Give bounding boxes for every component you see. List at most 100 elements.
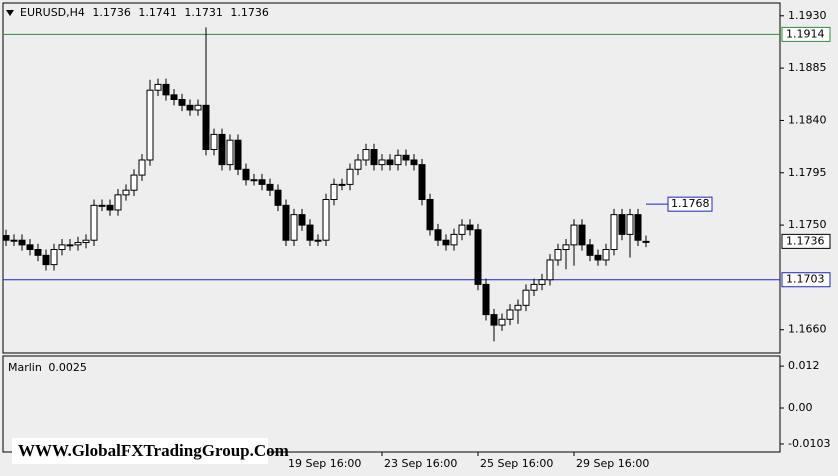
candle-body — [338, 183, 346, 186]
candle-body — [434, 229, 442, 241]
candle-body — [458, 224, 466, 235]
indicator-panel — [2, 355, 781, 453]
candle-body — [530, 283, 538, 291]
level-label-box — [781, 26, 831, 42]
candle-body — [578, 224, 586, 246]
candle-body — [58, 244, 66, 251]
candle-body — [330, 183, 338, 201]
y-tick-label: -0.0103 — [788, 437, 830, 450]
candle-body — [146, 89, 154, 161]
candle-body — [546, 259, 554, 281]
candle-body — [370, 149, 378, 166]
candle-body — [466, 224, 474, 231]
close: 1.1736 — [230, 6, 269, 19]
candle-body — [346, 168, 354, 185]
candle-body — [18, 239, 26, 246]
ma-label-box — [667, 196, 713, 212]
candle-body — [130, 174, 138, 191]
candle-body — [98, 204, 106, 207]
indicator-name: Marlin — [8, 361, 42, 374]
candle-body — [234, 139, 242, 170]
candle-body — [74, 242, 82, 246]
price-label-box — [781, 233, 831, 249]
candle-body — [26, 244, 34, 251]
candle-body — [250, 179, 258, 182]
candle-body — [218, 133, 226, 166]
candle-body — [538, 279, 546, 285]
candle-body — [50, 249, 58, 266]
candle-body — [554, 249, 562, 261]
candle-body — [242, 168, 250, 181]
candle-body — [586, 244, 594, 256]
high: 1.1741 — [138, 6, 177, 19]
candle-body — [394, 154, 402, 166]
candle-body — [386, 159, 394, 166]
candle-body — [642, 240, 650, 243]
candle-body — [42, 254, 50, 266]
candle-body — [354, 159, 362, 170]
ma-label: 1.1768 — [671, 197, 710, 210]
level-label: 1.1703 — [786, 273, 825, 286]
candle-body — [474, 229, 482, 285]
y-tick-label: 0.012 — [788, 359, 820, 372]
candle-body — [602, 249, 610, 261]
candle-body — [314, 239, 322, 242]
candle-body — [90, 204, 98, 241]
low: 1.1731 — [184, 6, 223, 19]
candle-body — [610, 214, 618, 251]
candle-body — [202, 104, 210, 151]
menu-triangle[interactable] — [6, 10, 14, 16]
plot-layer: 1.1930 1.1885 1.1840 1.1795 1.1750 1.1660 0.01… — [2, 9, 831, 470]
candle-body — [266, 183, 274, 191]
x-tick-label: 23 Sep 16:00 — [384, 457, 457, 470]
candle-body — [66, 244, 74, 247]
x-tick-label: 19 Sep 16:00 — [288, 457, 361, 470]
candle-body — [402, 154, 410, 161]
level-label: 1.1914 — [786, 27, 825, 40]
open: 1.1736 — [92, 6, 131, 19]
candle-body — [2, 235, 10, 241]
candle-body — [418, 164, 426, 201]
y-tick-label: 1.1840 — [788, 113, 827, 126]
candle-body — [274, 189, 282, 206]
candle-body — [138, 159, 146, 176]
candle-body — [258, 179, 266, 185]
candle-body — [618, 214, 626, 235]
symbol: EURUSD,H4 — [20, 6, 85, 19]
y-tick-label: 1.1750 — [788, 218, 827, 231]
indicator-header: Marlin 0.0025 — [8, 361, 87, 374]
candle-body — [186, 104, 194, 111]
candle-body — [506, 309, 514, 320]
candle-body — [482, 283, 490, 316]
candle-body — [154, 83, 162, 91]
candle-body — [122, 189, 130, 196]
candle-body — [306, 224, 314, 241]
candle-body — [410, 159, 418, 166]
candle-body — [594, 254, 602, 261]
candle-body — [522, 289, 530, 306]
candle-body — [570, 224, 578, 246]
level-label-box — [781, 272, 831, 288]
candle-body — [34, 249, 42, 256]
candle-body — [362, 149, 370, 161]
y-tick-label: 1.1795 — [788, 166, 827, 179]
candle-body — [114, 194, 122, 211]
price-label: 1.1736 — [786, 234, 825, 247]
candle-body — [378, 159, 386, 166]
candle-body — [106, 204, 114, 211]
candle-body — [426, 199, 434, 231]
candle-body — [178, 99, 186, 106]
candle-body — [298, 214, 306, 226]
x-tick-label: 25 Sep 16:00 — [480, 457, 553, 470]
candle-body — [450, 233, 458, 246]
candle-body — [490, 314, 498, 326]
candle-body — [290, 214, 298, 241]
candle-body — [162, 83, 170, 96]
candle-body — [282, 204, 290, 241]
y-tick-label: 1.1660 — [788, 323, 827, 336]
candle-body — [442, 239, 450, 246]
candle-body — [634, 214, 642, 241]
candle-body — [226, 139, 234, 166]
y-tick-label: 1.1885 — [788, 61, 827, 74]
